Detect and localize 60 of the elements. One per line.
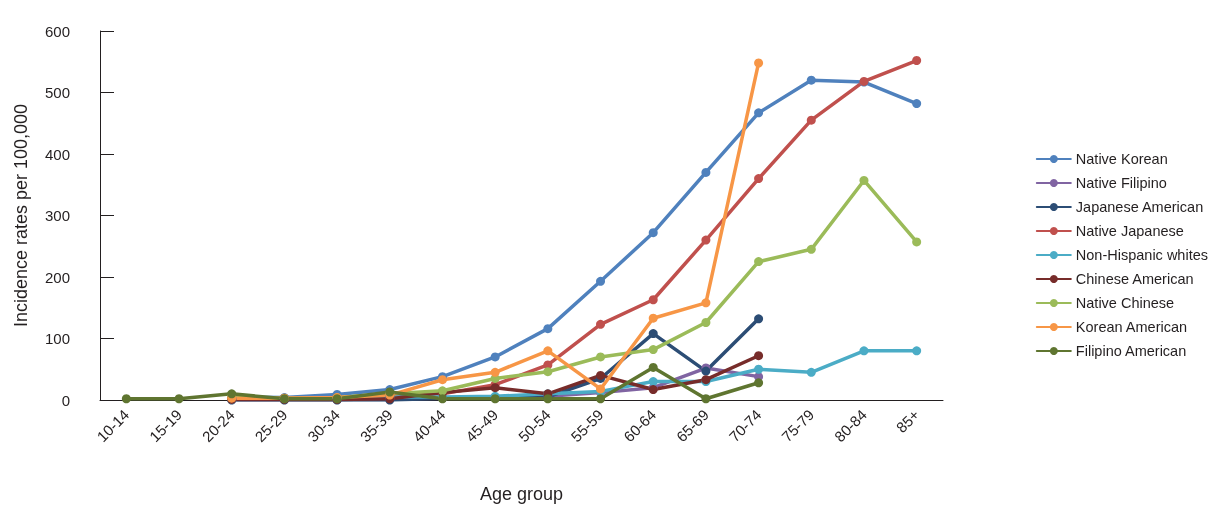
point: [806, 244, 816, 254]
point: [701, 167, 711, 177]
point: [648, 313, 658, 323]
point: [648, 377, 658, 387]
point: [648, 228, 658, 238]
y-tick-label: 600: [44, 22, 70, 40]
point: [754, 378, 764, 388]
point: [543, 346, 553, 356]
y-tick-label: 100: [44, 330, 70, 347]
point: [806, 75, 816, 85]
point: [754, 364, 764, 374]
y-tick-label: 400: [44, 145, 70, 163]
legend-label: Native Korean: [1075, 151, 1168, 167]
legend-label: Non-Hispanic whites: [1075, 247, 1209, 263]
point: [754, 174, 764, 184]
legend-label: Japanese American: [1075, 199, 1204, 215]
point: [174, 394, 184, 404]
legend-label: Native Japanese: [1075, 223, 1184, 239]
y-tick-label: 0: [61, 391, 70, 409]
point: [912, 237, 922, 247]
point: [754, 314, 764, 324]
point: [701, 235, 711, 245]
legend-label: Korean American: [1075, 319, 1188, 335]
point: [596, 319, 606, 329]
point: [701, 394, 711, 404]
legend-label: Filipino American: [1075, 343, 1187, 359]
legend-label: Chinese American: [1075, 271, 1194, 287]
point: [754, 108, 764, 118]
point: [754, 257, 764, 267]
point: [859, 175, 869, 185]
point: [806, 115, 816, 125]
y-axis-title: Incidence rates per 100,000: [11, 103, 31, 328]
point: [648, 345, 658, 355]
point: [596, 352, 606, 362]
point: [754, 351, 764, 361]
point: [543, 367, 553, 377]
point: [490, 367, 500, 377]
point: [648, 295, 658, 305]
x-axis-title: Age group: [479, 484, 564, 504]
point: [912, 346, 922, 356]
point: [596, 394, 606, 404]
legend-label: Native Filipino: [1075, 175, 1167, 191]
point: [121, 394, 131, 404]
point: [490, 352, 500, 362]
legend-label: Native Chinese: [1075, 295, 1175, 311]
point: [596, 276, 606, 286]
y-tick-label: 200: [44, 268, 70, 286]
point: [701, 298, 711, 308]
y-tick-label: 300: [44, 207, 70, 224]
point: [701, 318, 711, 328]
point: [859, 346, 869, 356]
point: [912, 56, 922, 66]
point: [543, 324, 553, 334]
point: [806, 367, 816, 377]
point: [648, 362, 658, 372]
y-tick-label: 500: [44, 84, 70, 101]
point: [648, 329, 658, 339]
x-tick-label: 85+: [892, 405, 923, 436]
point: [912, 99, 922, 109]
point: [754, 58, 764, 68]
